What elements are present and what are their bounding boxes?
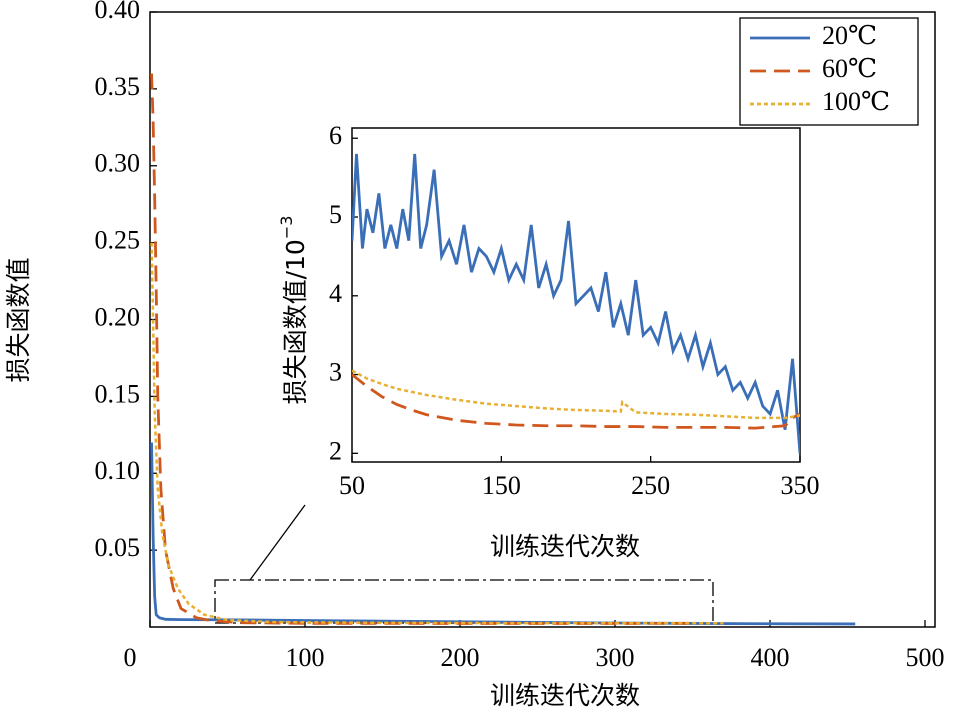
- series-line: [150, 242, 724, 625]
- x-tick-label: 150: [482, 471, 521, 500]
- y-tick-label: 0.35: [95, 72, 141, 101]
- x-tick-label: 50: [339, 471, 365, 500]
- zoom-box: [214, 579, 714, 624]
- y-axis-label: 损失函数值/10−3: [277, 216, 311, 405]
- legend-box: [739, 17, 919, 126]
- series-line: [352, 153, 800, 454]
- y-tick-label: 0.15: [95, 379, 141, 408]
- y-tick-label: 0.40: [95, 0, 141, 24]
- y-axis-label-exponent: −3: [277, 216, 296, 240]
- x-tick-label: 400: [751, 643, 790, 672]
- x-axis-label: 训练迭代次数: [490, 532, 640, 561]
- y-tick-label: 0.05: [95, 533, 141, 562]
- y-tick-label: 3: [329, 358, 342, 387]
- x-tick-label: 300: [596, 643, 635, 672]
- legend-label: 60℃: [822, 54, 877, 83]
- y-axis-label-text: 损失函数值/10: [281, 239, 310, 404]
- y-tick-label: 0.30: [95, 149, 141, 178]
- y-tick-label: 6: [329, 121, 342, 150]
- x-tick-label: 350: [781, 471, 820, 500]
- x-tick-label: 200: [441, 643, 480, 672]
- series-line: [352, 373, 800, 430]
- y-tick-label: 4: [329, 279, 342, 308]
- x-axis-label: 训练迭代次数: [490, 681, 640, 710]
- x-tick-label: 0: [124, 643, 137, 672]
- y-tick-label: 0.25: [95, 226, 141, 255]
- series-line: [150, 73, 693, 625]
- y-axis-label-text: 损失函数值: [4, 257, 33, 382]
- x-tick-label: 100: [286, 643, 325, 672]
- x-tick-label: 250: [631, 471, 670, 500]
- y-axis-label: 损失函数值: [4, 257, 33, 382]
- y-tick-label: 0.10: [95, 456, 141, 485]
- zoom-connector: [249, 504, 306, 581]
- legend-label: 20℃: [822, 21, 877, 50]
- y-tick-label: 0.20: [95, 302, 141, 331]
- y-tick-label: 2: [329, 436, 342, 465]
- legend-label: 100℃: [822, 87, 890, 116]
- series-line: [352, 369, 800, 420]
- y-tick-label: 5: [329, 200, 342, 229]
- x-tick-label: 500: [906, 643, 945, 672]
- series-line: [150, 442, 856, 626]
- inset-frame: [351, 127, 801, 463]
